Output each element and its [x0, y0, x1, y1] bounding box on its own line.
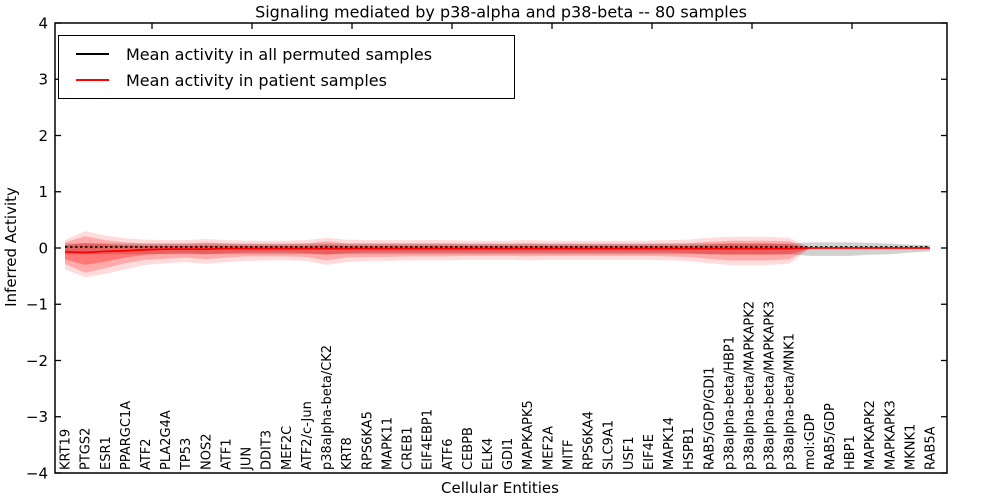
x-tick-label: RPS6KA5 — [360, 411, 375, 470]
x-tick-label: PTGS2 — [79, 428, 94, 470]
x-tick-label: GDI1 — [501, 438, 516, 470]
x-tick-label: PLA2G4A — [159, 410, 174, 470]
x-tick-label: ATF1 — [219, 438, 234, 470]
x-tick-label: RAB5/GDP/GDI1 — [702, 367, 717, 470]
x-tick-label: ATF6 — [441, 438, 456, 470]
patient-mean-line — [64, 247, 930, 254]
x-tick-label: HBP1 — [843, 435, 858, 470]
x-tick-label: MITF — [561, 440, 576, 470]
x-tick-label: KRT8 — [340, 437, 355, 470]
x-tick-label: MEF2C — [280, 426, 295, 470]
x-tick-label: p38alpha-beta/MAPKAPK2 — [743, 301, 758, 470]
x-tick-label: JUN — [240, 447, 255, 471]
x-tick-label: mol:GDP — [803, 413, 818, 470]
y-tick-label: 3 — [38, 71, 48, 89]
x-tick-label: p38alpha-beta/CK2 — [320, 345, 335, 470]
x-tick-label: p38alpha-beta/HBP1 — [722, 336, 737, 470]
patient-line-swatch — [76, 79, 109, 81]
y-tick-label: 4 — [38, 14, 48, 32]
x-tick-label: SLC9A1 — [602, 420, 617, 470]
x-tick-label: p38alpha-beta/MNK1 — [783, 333, 798, 470]
x-tick-label: CREB1 — [401, 426, 416, 470]
x-tick-label: HSPB1 — [682, 427, 697, 470]
x-tick-label: DDIT3 — [260, 430, 275, 470]
y-tick-label: −3 — [26, 408, 48, 426]
patient-band-mid — [65, 236, 810, 273]
x-tick-label: MAPK11 — [380, 417, 395, 470]
x-tick-label: MAPK14 — [662, 417, 677, 470]
x-tick-label: NOS2 — [199, 434, 214, 470]
x-tick-label: PPARGC1A — [119, 401, 134, 470]
x-tick-label: MAPKAPK5 — [521, 400, 536, 470]
x-tick-label: RAB5/GDP — [823, 403, 838, 470]
x-tick-label: USF1 — [622, 436, 637, 470]
x-tick-label: MKNK1 — [903, 424, 918, 470]
x-tick-label: RPS6KA4 — [582, 411, 597, 470]
x-tick-label: ATF2/c-Jun — [300, 401, 315, 470]
y-axis-label: Inferred Activity — [2, 187, 20, 307]
x-tick-label: p38alpha-beta/MAPKAPK3 — [763, 301, 778, 470]
x-tick-label: MAPKAPK2 — [863, 400, 878, 470]
x-tick-label: EIF4EBP1 — [421, 409, 436, 470]
permuted-line-swatch — [76, 53, 109, 55]
chart-title: Signaling mediated by p38-alpha and p38-… — [255, 2, 747, 22]
y-tick-label: −1 — [26, 296, 48, 314]
x-tick-label: KRT19 — [59, 429, 74, 470]
x-tick-label: ATF2 — [139, 438, 154, 470]
legend: Mean activity in all permuted samples Me… — [58, 35, 515, 99]
x-tick-label: TP53 — [179, 438, 194, 471]
x-axis-label: Cellular Entities — [441, 479, 559, 497]
x-tick-label: ESR1 — [99, 436, 114, 470]
x-tick-label: ELK4 — [481, 438, 496, 470]
y-tick-label: 0 — [38, 239, 48, 257]
legend-entry-patient: Mean activity in patient samples — [59, 67, 514, 93]
y-tick-label: 1 — [38, 183, 48, 201]
legend-entry-permuted: Mean activity in all permuted samples — [59, 41, 514, 67]
x-tick-label: MEF2A — [541, 426, 556, 470]
y-tick-label: 2 — [38, 127, 48, 145]
y-tick-label: −2 — [26, 352, 48, 370]
x-tick-label: MAPKAPK3 — [883, 400, 898, 470]
legend-label-permuted: Mean activity in all permuted samples — [126, 44, 433, 64]
patient-band-outer — [65, 231, 810, 278]
legend-label-patient: Mean activity in patient samples — [126, 70, 387, 90]
x-tick-label: EIF4E — [642, 434, 657, 470]
y-tick-label: −4 — [26, 464, 48, 482]
x-tick-label: RAB5A — [924, 426, 939, 470]
x-tick-label: CEBPB — [461, 427, 476, 470]
